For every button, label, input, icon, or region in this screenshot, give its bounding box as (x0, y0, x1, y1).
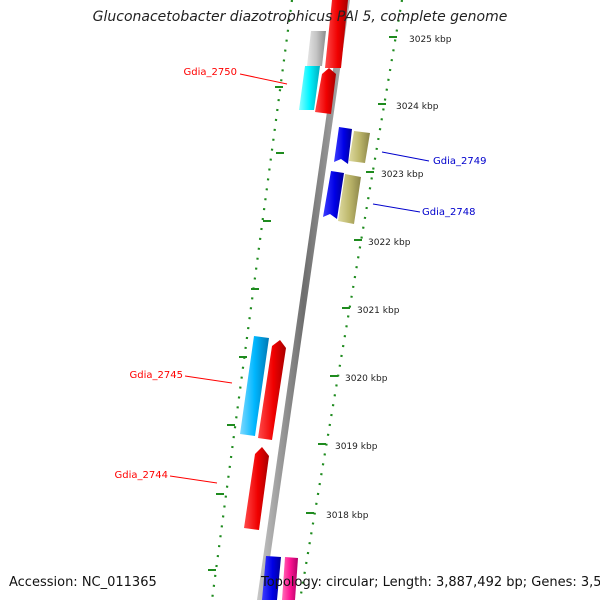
connector-gdia-2750 (239, 73, 288, 85)
kbp-tick-marks (306, 36, 397, 514)
connector-gdia-2749 (381, 151, 430, 162)
features (240, 0, 370, 600)
gene-label-gdia-2745[interactable]: Gdia_2745 (130, 370, 183, 381)
tick-label-3023: 3023 kbp (381, 170, 424, 180)
tick-label-3020: 3020 kbp (345, 374, 388, 384)
map-title-overlay: Gluconacetobacter diazotrophicus PAl 5, … (92, 9, 508, 25)
gene-gdia-2748-arrow (323, 171, 344, 219)
gene-gdia-2749-arrow (334, 127, 352, 164)
gene-label-gdia-2748[interactable]: Gdia_2748 (422, 207, 475, 218)
gene-gdia-2745-arrow (258, 340, 286, 440)
label-connectors (169, 73, 430, 484)
topology-text: Topology: circular; Length: 3,887,492 bp… (261, 575, 600, 590)
gene-gdia-2744-arrow (244, 447, 269, 530)
feature-bottom-pink (282, 557, 298, 600)
tick-label-3021: 3021 kbp (357, 306, 400, 316)
feature-gray (307, 31, 326, 66)
gene-label-gdia-2750[interactable]: Gdia_2750 (184, 67, 237, 78)
connector-gdia-2748 (372, 203, 421, 213)
tick-label-3024: 3024 kbp (396, 102, 439, 112)
connector-gdia-2744 (169, 475, 218, 484)
connector-gdia-2745 (184, 375, 233, 384)
outer-dotted-ring (210, 0, 294, 600)
accession-text: Accession: NC_011365 (9, 575, 157, 590)
gene-labels: Gdia_2750 Gdia_2749 Gdia_2748 Gdia_2745 … (115, 67, 487, 481)
gene-top-red (325, 0, 348, 68)
inner-dotted-ring (298, 0, 404, 600)
tick-label-3022: 3022 kbp (368, 238, 411, 248)
gene-label-gdia-2749[interactable]: Gdia_2749 (433, 156, 486, 167)
tick-label-3018: 3018 kbp (326, 511, 369, 521)
gene-gdia-2750-arrow (315, 68, 336, 114)
feature-khaki-1 (349, 131, 370, 163)
feature-cyan (299, 66, 320, 110)
feature-khaki-2 (338, 174, 361, 224)
tick-label-3019: 3019 kbp (335, 442, 378, 452)
genome-backbone (257, 0, 350, 600)
tick-label-3025: 3025 kbp (409, 35, 452, 45)
feature-sky-gdia-2745 (240, 336, 269, 436)
gene-label-gdia-2744[interactable]: Gdia_2744 (115, 470, 168, 481)
feature-bottom-blue (262, 556, 281, 600)
kbp-tick-labels: 3025 kbp 3024 kbp 3023 kbp 3022 kbp 3021… (326, 35, 452, 521)
outer-ring-dashes (208, 86, 284, 571)
